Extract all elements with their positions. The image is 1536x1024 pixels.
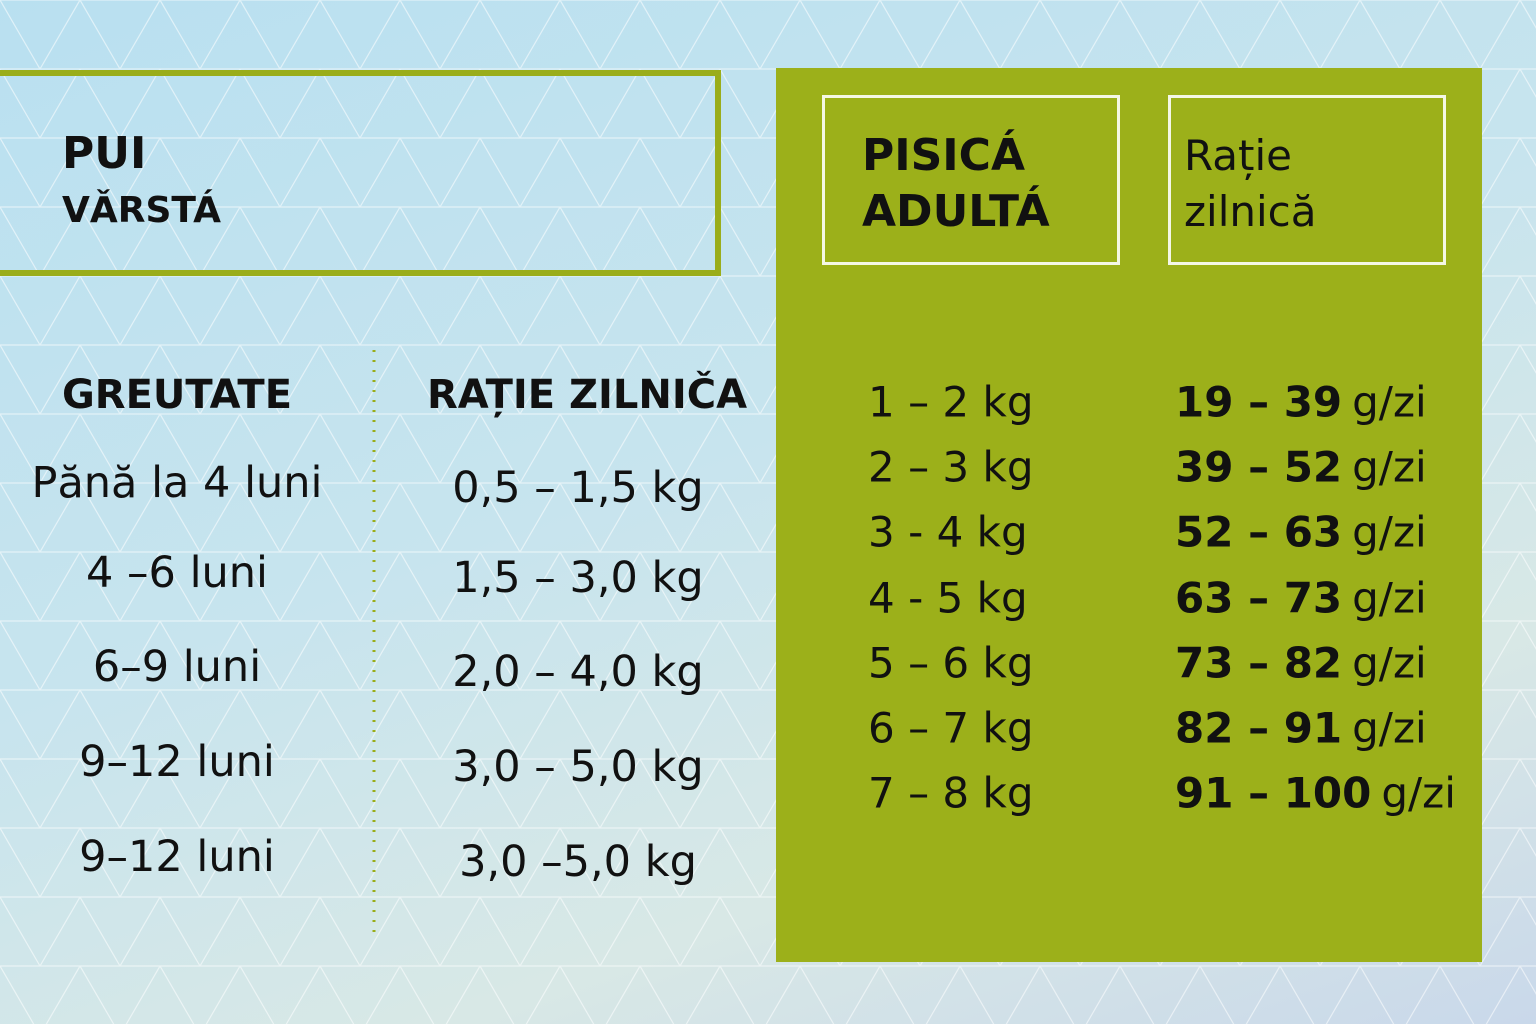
weight-cell: 6 – 7 kg [868, 703, 1034, 753]
header-box [1168, 95, 1446, 265]
ration-range: 52 – 63 [1175, 507, 1343, 557]
weight-cell: 3 - 4 kg [868, 507, 1028, 557]
weight-cell: 4 - 5 kg [868, 573, 1028, 623]
ration-unit: g/zi [1352, 703, 1427, 753]
subtitle-line: Rație [1184, 131, 1292, 180]
age-cell: 4 –6 luni [86, 548, 268, 598]
column-header: GREUTATE [61, 372, 293, 418]
age-cell: 9–12 luni [79, 737, 275, 787]
age-cell: 9–12 luni [79, 832, 275, 882]
ration-range: 19 – 39 [1175, 377, 1343, 427]
title: PUI [62, 128, 147, 179]
panel-title: PISICÁ ADULTÁ [862, 128, 1050, 240]
ration-unit: g/zi [1352, 573, 1427, 623]
age-cell: Pănă la 4 luni [31, 458, 323, 508]
column-header: RAȚIE ZILNIČA [426, 372, 748, 418]
ration-cell: 3,0 – 5,0 kg [452, 742, 704, 792]
weight-cell: 2 – 3 kg [868, 442, 1034, 492]
ration-range: 91 – 100 [1175, 768, 1372, 818]
age-cell: 6–9 luni [92, 642, 262, 692]
divider [372, 350, 376, 935]
ration-cell: 3,0 –5,0 kg [459, 837, 697, 887]
ration-range: 63 – 73 [1175, 573, 1343, 623]
subtitle: VǍRSTÁ [62, 190, 221, 231]
ration-cell: 19 – 39 g/zi [1175, 378, 1427, 427]
weight-cell: 1 – 2 kg [868, 377, 1034, 427]
title-line: PISICÁ [862, 130, 1026, 181]
header-box [822, 95, 1120, 265]
ration-cell: 73 – 82 g/zi [1175, 638, 1427, 687]
ration-unit: g/zi [1352, 442, 1427, 492]
panel-subtitle: Rație zilnică [1184, 128, 1317, 240]
ration-cell: 1,5 – 3,0 kg [452, 553, 704, 603]
ration-cell: 52 – 63 g/zi [1175, 508, 1427, 557]
weight-cell: 5 – 6 kg [868, 638, 1034, 688]
ration-range: 82 – 91 [1175, 703, 1343, 753]
ration-cell: 39 – 52 g/zi [1175, 443, 1427, 492]
ration-unit: g/zi [1352, 377, 1427, 427]
header-box [0, 70, 721, 276]
ration-unit: g/zi [1352, 507, 1427, 557]
adult-panel [776, 68, 1482, 962]
ration-cell: 2,0 – 4,0 kg [452, 647, 704, 697]
subtitle-line: zilnică [1184, 187, 1317, 236]
weight-cell: 7 – 8 kg [868, 768, 1034, 818]
ration-cell: 82 – 91 g/zi [1175, 704, 1427, 753]
ration-cell: 0,5 – 1,5 kg [452, 463, 704, 513]
title-line: ADULTÁ [862, 186, 1050, 237]
ration-unit: g/zi [1352, 638, 1427, 688]
ration-cell: 63 – 73 g/zi [1175, 573, 1427, 622]
ration-cell: 91 – 100 g/zi [1175, 769, 1456, 818]
ration-range: 73 – 82 [1175, 638, 1343, 688]
ration-range: 39 – 52 [1175, 442, 1343, 492]
ration-unit: g/zi [1381, 768, 1456, 818]
